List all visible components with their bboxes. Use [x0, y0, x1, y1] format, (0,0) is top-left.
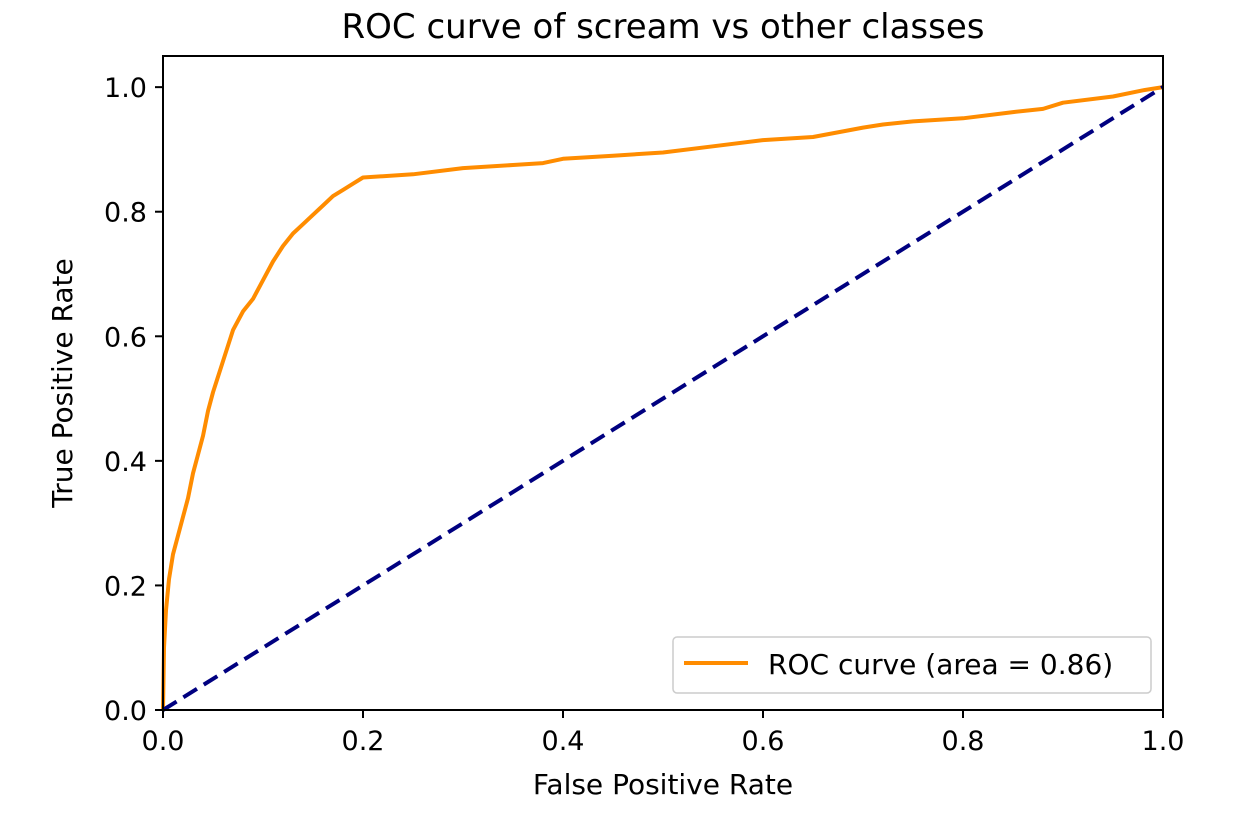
legend: ROC curve (area = 0.86): [672, 636, 1152, 694]
y-tick-label: 0.4: [104, 447, 147, 478]
x-tick-label: 0.6: [742, 726, 785, 757]
y-tick-label: 0.8: [104, 198, 147, 229]
plot-area: [161, 85, 1165, 712]
x-tick-label: 0.4: [542, 726, 585, 757]
x-tick-label: 0.8: [942, 726, 985, 757]
y-tick-label: 0.6: [104, 322, 147, 353]
x-tick-label: 0.2: [342, 726, 385, 757]
x-tick-label: 1.0: [1142, 726, 1185, 757]
axis-ticks: 0.0 0.2 0.4 0.6 0.8 1.0 0.0 0.2 0.4 0.6 0.8 1.0: [104, 73, 1184, 757]
y-tick-label: 0.0: [104, 696, 147, 727]
plot-frame: [162, 55, 1164, 711]
y-tick-label: 1.0: [104, 73, 147, 104]
chart-title: ROC curve of scream vs other classes: [342, 7, 985, 47]
legend-label: ROC curve (area = 0.86): [768, 648, 1113, 681]
roc-curve-line: [161, 85, 1164, 711]
y-tick-label: 0.2: [104, 571, 147, 602]
chance-diagonal-line: [161, 85, 1165, 712]
y-axis-label: True Positive Rate: [46, 258, 79, 508]
x-tick-label: 0.0: [142, 726, 185, 757]
x-axis-label: False Positive Rate: [533, 768, 793, 801]
legend-box: [672, 636, 1152, 694]
